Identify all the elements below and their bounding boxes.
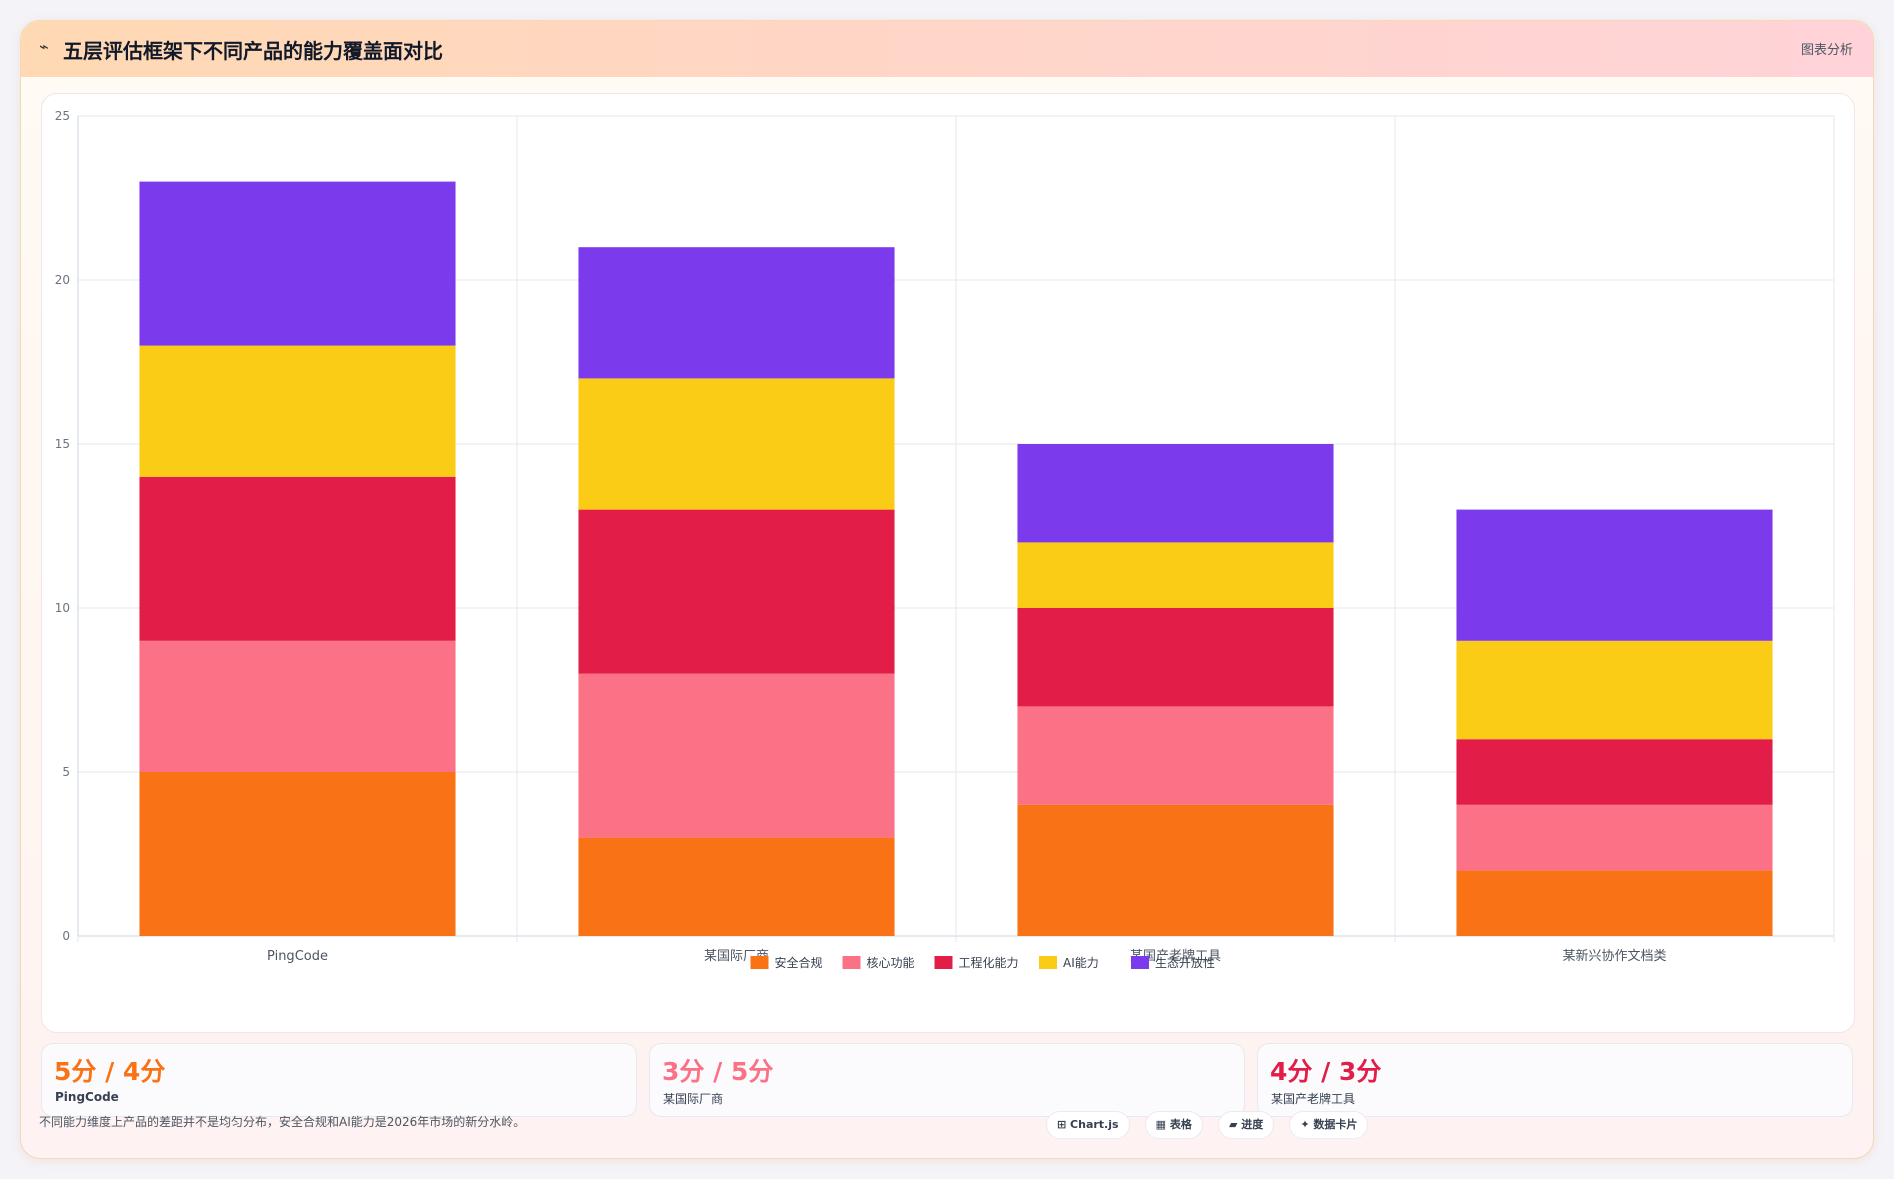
bar-segment	[1456, 739, 1773, 805]
y-tick-label: 10	[55, 601, 70, 615]
bar-segment	[1456, 509, 1773, 641]
legend-label: 工程化能力	[959, 955, 1019, 970]
stat-value: 4分 / 3分	[1270, 1057, 1382, 1086]
bar-segment	[139, 476, 456, 641]
x-tick-label: 某国产老牌工具	[1130, 948, 1221, 964]
bar-segment	[139, 772, 456, 936]
bar-segment	[578, 247, 895, 379]
stat-label: 某国际厂商	[663, 1092, 724, 1106]
bar-segment	[1017, 444, 1334, 543]
bar-segment	[139, 345, 456, 477]
chip-table[interactable]: ▦ 表格	[1144, 1111, 1203, 1139]
legend-swatch	[842, 956, 861, 969]
y-tick-label: 0	[62, 929, 70, 943]
chip-bar: ⊞ Chart.js ▦ 表格 ▰ 进度 ✦ 数据卡片	[1046, 1111, 1378, 1139]
legend-label: AI能力	[1063, 956, 1099, 970]
panel-title: 五层评估框架下不同产品的能力覆盖面对比	[63, 39, 443, 63]
bar-segment	[139, 181, 456, 346]
stat-value: 3分 / 5分	[662, 1057, 774, 1086]
stat-label: PingCode	[55, 1090, 119, 1104]
bar-segment	[1017, 608, 1334, 707]
bar-segment	[578, 378, 895, 510]
bar-segment	[1456, 804, 1773, 871]
bar-segment	[1017, 804, 1334, 936]
legend-label: 生态开放性	[1155, 955, 1215, 970]
footer-note: 不同能力维度上产品的差距并不是均匀分布，安全合规和AI能力是2026年市场的新分…	[39, 1115, 526, 1129]
legend-swatch	[1039, 956, 1057, 969]
stat-value: 5分 / 4分	[54, 1057, 166, 1086]
bar-segment	[1456, 640, 1773, 740]
bar-segment	[1456, 870, 1773, 936]
y-tick-label: 5	[62, 765, 70, 779]
chip-progress[interactable]: ▰ 进度	[1217, 1111, 1275, 1139]
legend-swatch	[934, 956, 953, 969]
analysis-panel: ⌁ 五层评估框架下不同产品的能力覆盖面对比 图表分析 0 5 10 15 20 25 Pin…	[20, 20, 1874, 1159]
stat-label: 某国产老牌工具	[1271, 1092, 1356, 1106]
chart-card: 0 5 10 15 20 25 PingCode 某国际厂商 某国产老牌工具 某新兴协作文档类 安全…	[41, 93, 1855, 1033]
y-tick-label: 25	[55, 109, 70, 123]
chart-analysis-tag: 图表分析	[1800, 43, 1853, 58]
bar-segment	[578, 673, 895, 838]
bar-segment	[1017, 706, 1334, 805]
x-tick-label: PingCode	[267, 949, 328, 964]
legend-label: 安全合规	[775, 955, 823, 970]
bar-segment	[578, 509, 895, 674]
bar-segment	[578, 837, 895, 936]
x-tick-label: 某新兴协作文档类	[1562, 948, 1666, 964]
y-tick-label: 15	[55, 437, 70, 451]
trend-icon: ⌁	[39, 37, 49, 56]
chip-chartjs[interactable]: ⊞ Chart.js	[1046, 1111, 1130, 1139]
stat-card-intl-vendor: 3分 / 5分 某国际厂商	[649, 1043, 1245, 1117]
legend-swatch	[750, 956, 769, 969]
bar-segment	[139, 640, 456, 772]
y-tick-label: 20	[55, 273, 70, 287]
legend-swatch	[1131, 956, 1149, 969]
stat-card-domestic-tool: 4分 / 3分 某国产老牌工具	[1257, 1043, 1853, 1117]
chip-data-card[interactable]: ✦ 数据卡片	[1289, 1111, 1369, 1139]
stat-card-pingcode: 5分 / 4分 PingCode	[41, 1043, 637, 1117]
bar-segment	[1017, 542, 1334, 608]
panel-header: ⌁ 五层评估框架下不同产品的能力覆盖面对比 图表分析	[21, 21, 1873, 77]
legend-label: 核心功能	[867, 956, 915, 970]
